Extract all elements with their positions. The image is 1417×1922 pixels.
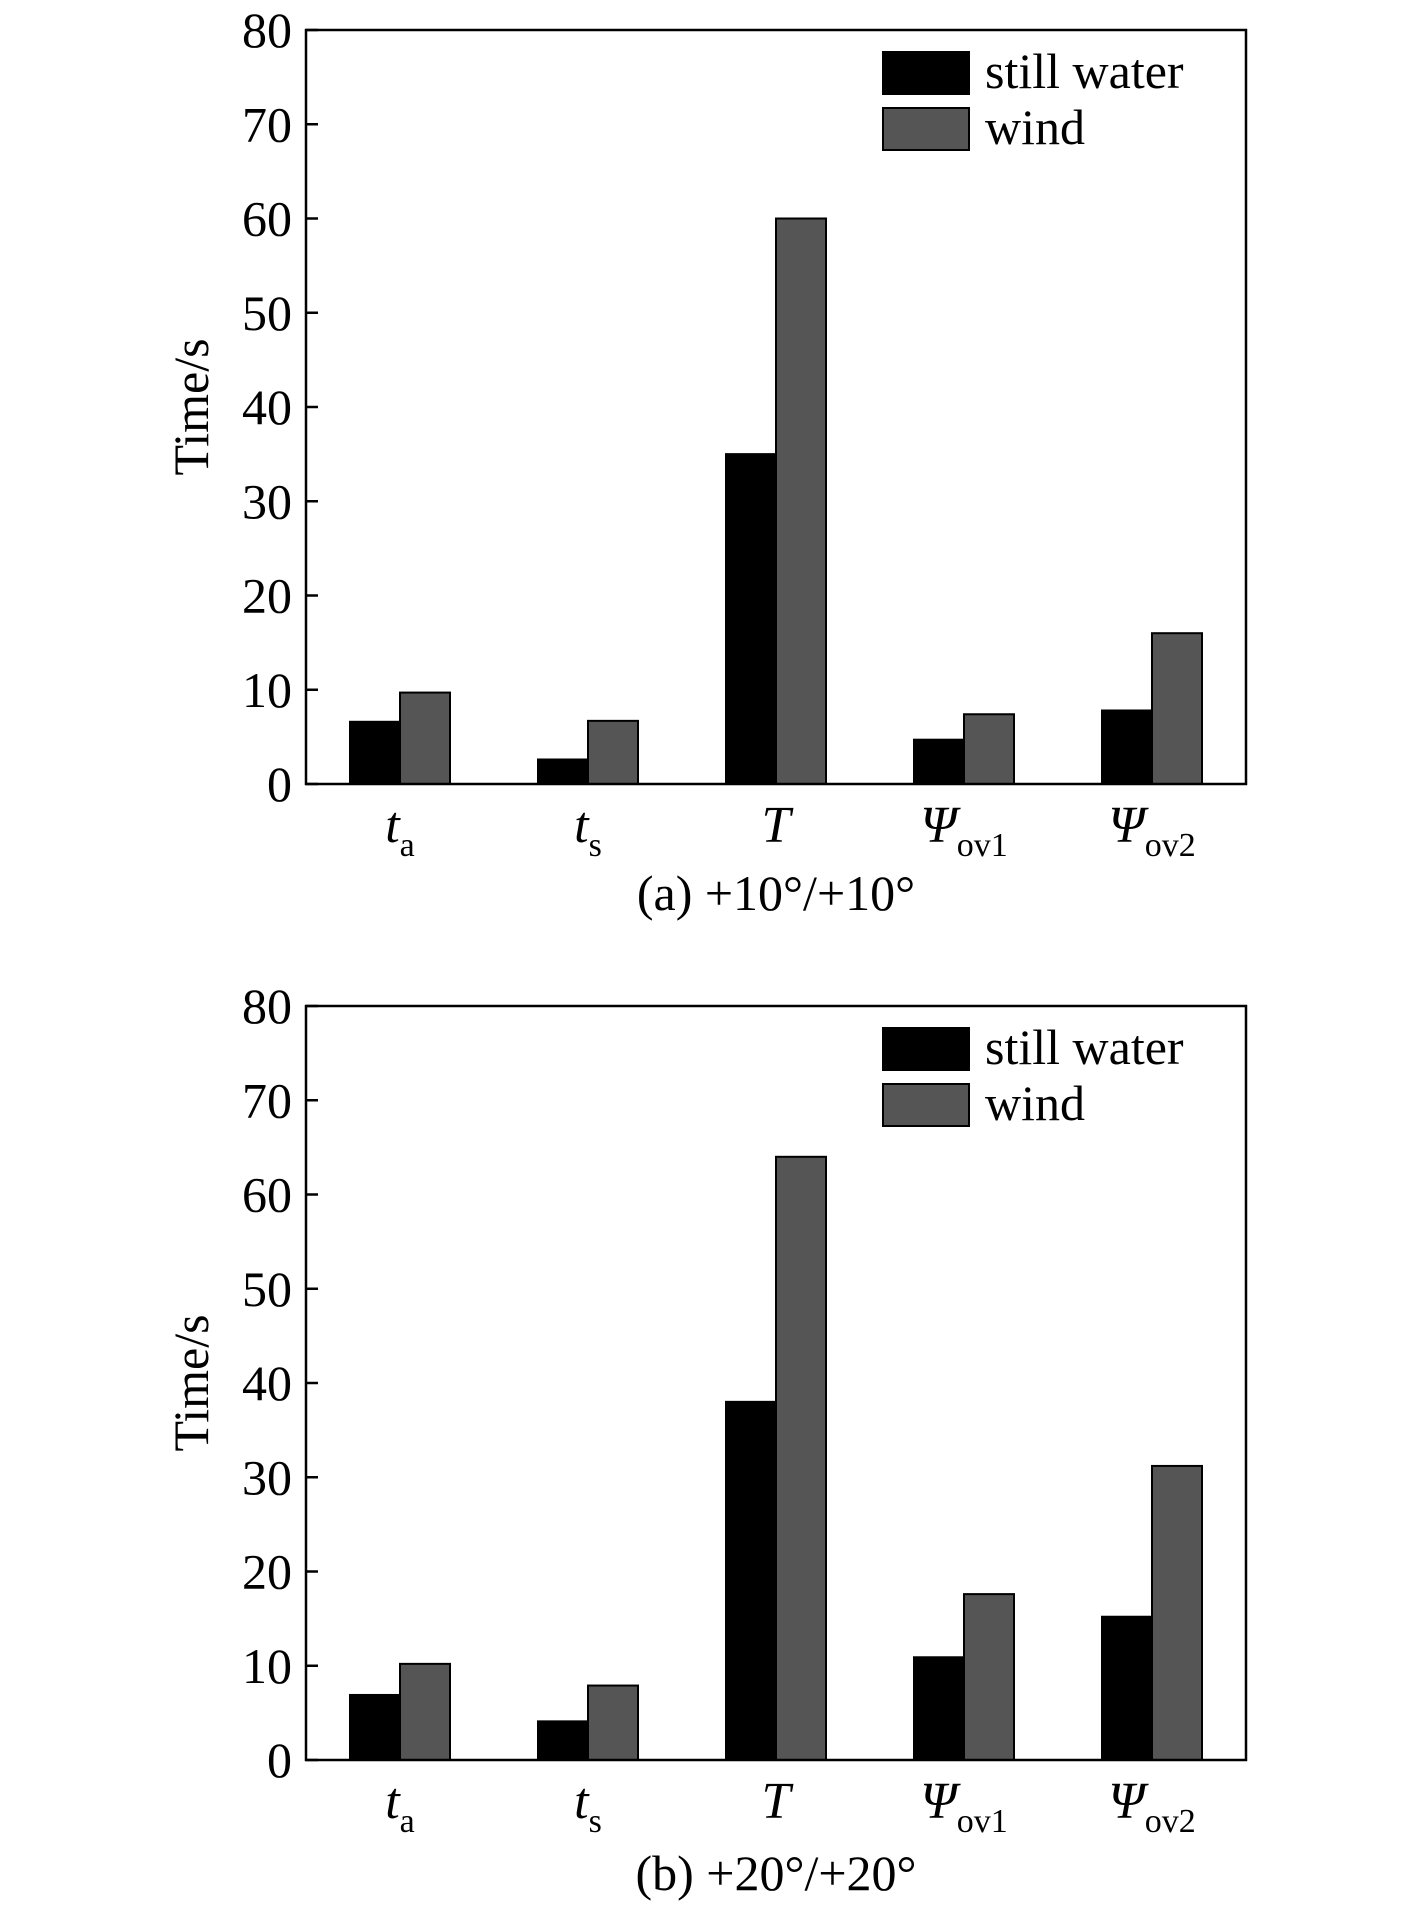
y-tick-label: 30	[242, 473, 292, 529]
bar-wind-0	[399, 1662, 451, 1761]
x-tick-label: ts	[574, 1773, 602, 1840]
y-tick-label: 80	[242, 2, 292, 58]
y-tick-label: 70	[242, 96, 292, 152]
x-tick-label: Ψov1	[920, 797, 1008, 864]
legend-label-wind: wind	[985, 99, 1085, 155]
bar-wind-4	[1151, 632, 1203, 786]
bar-still-water-1	[537, 758, 589, 785]
y-tick-label: 50	[242, 1261, 292, 1317]
chart-caption: (a) +10°/+10°	[637, 865, 915, 921]
bar-still-water-0	[349, 720, 401, 785]
y-tick-label: 80	[242, 978, 292, 1034]
bar-wind-3	[963, 1593, 1015, 1761]
x-tick-label: Ψov2	[1108, 797, 1196, 864]
bar-still-water-4	[1101, 1615, 1153, 1761]
y-tick-label: 50	[242, 285, 292, 341]
x-tick-label: T	[762, 797, 794, 854]
chart-a: 0 10 20 30 40 50 60 70 80 Time/s ta ts T Ψov1 Ψov2 (a) …	[163, 2, 1248, 921]
bar-still-water-0	[349, 1693, 401, 1762]
bar-wind-0	[399, 691, 451, 786]
y-tick-label: 0	[267, 1732, 292, 1788]
legend-swatch-wind	[882, 1083, 970, 1127]
y-axis-label: Time/s	[163, 338, 219, 475]
bar-still-water-3	[913, 1656, 965, 1761]
x-tick-label: T	[762, 1773, 794, 1830]
y-tick-label: 40	[242, 379, 292, 435]
y-tick-label: 0	[267, 756, 292, 812]
y-tick-label: 30	[242, 1449, 292, 1505]
legend-swatch-still-water	[882, 51, 970, 95]
bar-wind-1	[587, 1684, 639, 1761]
y-tick-label: 60	[242, 1167, 292, 1223]
legend-label-still-water: still water	[985, 1019, 1184, 1075]
bar-wind-2	[775, 1155, 827, 1762]
x-tick-label: Ψov2	[1108, 1773, 1196, 1840]
bar-wind-1	[587, 719, 639, 785]
bar-wind-2	[775, 217, 827, 785]
bar-still-water-3	[913, 738, 965, 786]
legend-swatch-still-water	[882, 1027, 970, 1071]
bar-wind-3	[963, 713, 1015, 786]
x-tick-label: ts	[574, 797, 602, 864]
y-tick-label: 40	[242, 1355, 292, 1411]
chart-caption: (b) +20°/+20°	[635, 1845, 916, 1901]
bar-still-water-2	[725, 1400, 777, 1761]
x-tick-label: Ψov1	[920, 1773, 1008, 1840]
y-tick-label: 10	[242, 662, 292, 718]
y-tick-label: 20	[242, 1544, 292, 1600]
legend-label-wind: wind	[985, 1075, 1085, 1131]
y-tick-label: 60	[242, 191, 292, 247]
y-axis-label: Time/s	[163, 1314, 219, 1451]
bar-wind-4	[1151, 1464, 1203, 1761]
y-tick-label: 70	[242, 1072, 292, 1128]
bar-still-water-2	[725, 453, 777, 785]
y-tick-label: 10	[242, 1638, 292, 1694]
legend-label-still-water: still water	[985, 43, 1184, 99]
y-tick-label: 20	[242, 568, 292, 624]
x-tick-label: ta	[385, 1773, 415, 1840]
bar-still-water-4	[1101, 709, 1153, 785]
legend-swatch-wind	[882, 107, 970, 151]
bar-still-water-1	[537, 1720, 589, 1762]
x-tick-label: ta	[385, 797, 415, 864]
chart-b: 0 10 20 30 40 50 60 70 80 Time/s ta ts T Ψov1 Ψov2 (b) …	[163, 978, 1248, 1901]
